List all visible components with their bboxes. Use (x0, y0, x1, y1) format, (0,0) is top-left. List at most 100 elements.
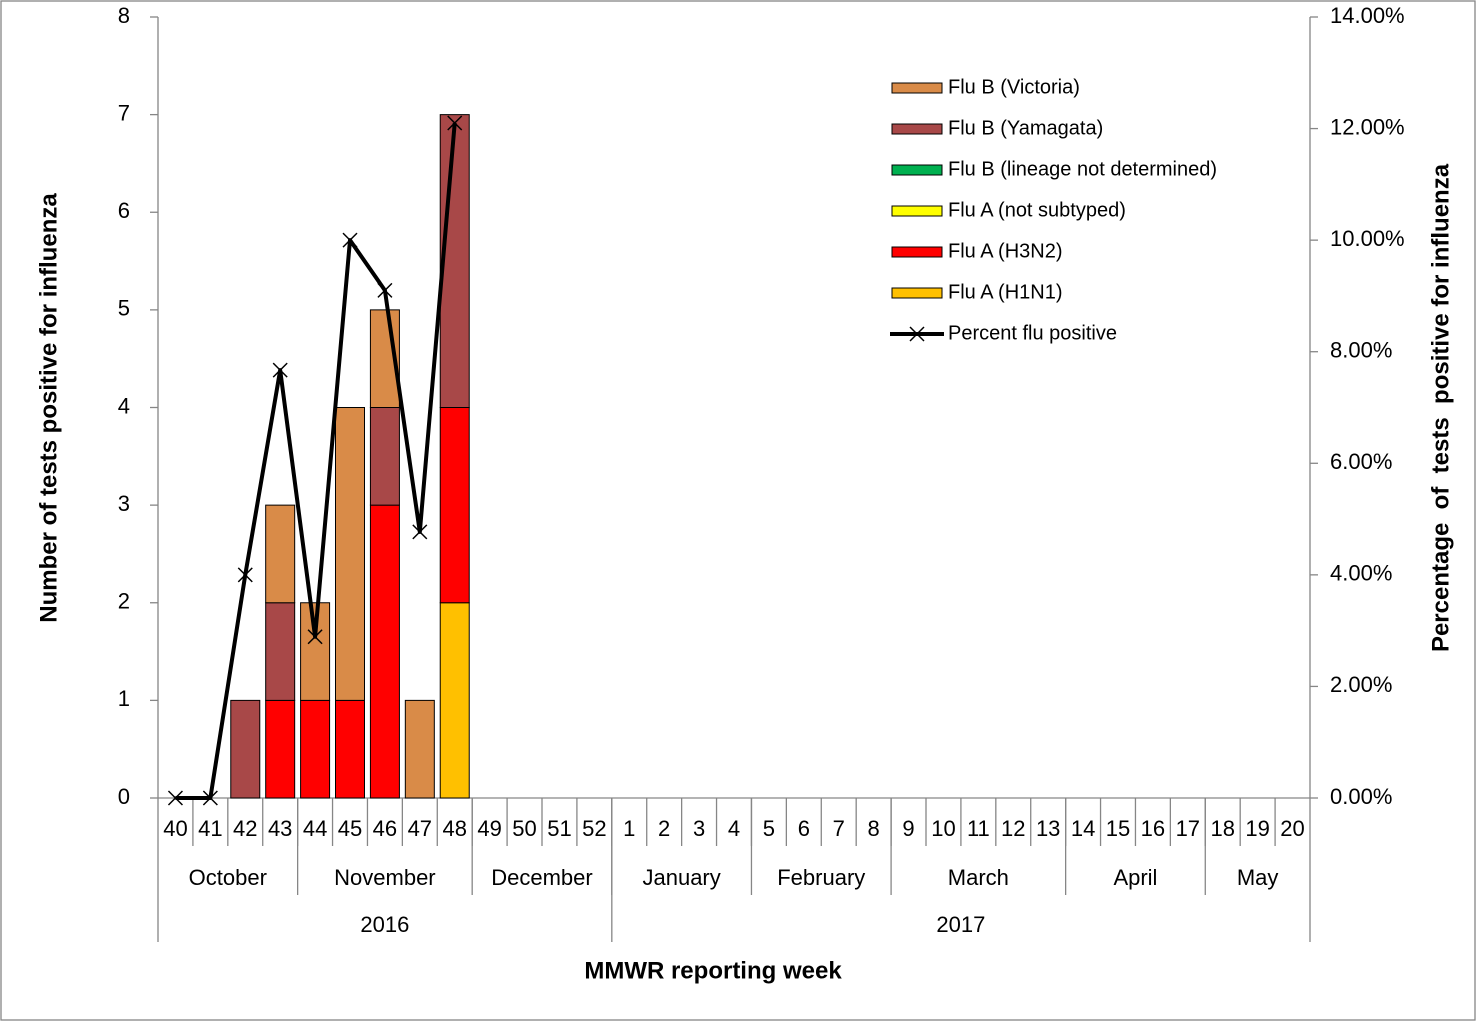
year-label: 2017 (936, 912, 985, 937)
year-label: 2016 (360, 912, 409, 937)
line-marker (342, 232, 358, 248)
month-label: March (948, 865, 1009, 890)
x-tick-label: 1 (623, 816, 635, 841)
x-tick-label: 6 (798, 816, 810, 841)
x-tick-label: 52 (582, 816, 606, 841)
bar-segment (439, 114, 470, 408)
x-tick-label: 41 (198, 816, 222, 841)
y-tick-label: 2 (118, 589, 130, 614)
y2-tick-label: 0.00% (1330, 784, 1392, 809)
legend-swatch (891, 164, 943, 176)
legend-label: Flu B (lineage not determined) (948, 158, 1217, 180)
legend-marker (909, 326, 925, 342)
x-tick-label: 43 (268, 816, 292, 841)
y2-tick-label: 14.00% (1330, 3, 1405, 28)
line-marker (412, 524, 428, 540)
y-tick-label: 4 (118, 393, 130, 418)
legend-label: Flu A (H3N2) (948, 240, 1062, 262)
y-tick-label: 5 (118, 296, 130, 321)
x-tick-label: 48 (442, 816, 466, 841)
bar-segment (404, 699, 435, 799)
bar-segment (265, 699, 296, 799)
month-label: January (642, 865, 720, 890)
bar-segment (439, 602, 470, 799)
line-marker (377, 282, 393, 298)
x-tick-label: 46 (373, 816, 397, 841)
x-tick-label: 50 (512, 816, 536, 841)
line-marker (307, 629, 323, 645)
month-label: October (189, 865, 267, 890)
x-tick-label: 47 (408, 816, 432, 841)
bar-segment (369, 407, 400, 506)
x-tick-label: 4 (728, 816, 740, 841)
month-label: November (334, 865, 435, 890)
y2-tick-label: 2.00% (1330, 672, 1392, 697)
x-tick-label: 3 (693, 816, 705, 841)
y2-tick-label: 10.00% (1330, 226, 1405, 251)
x-tick-label: 17 (1176, 816, 1200, 841)
y-tick-label: 3 (118, 491, 130, 516)
legend-swatch (891, 123, 943, 135)
y2-tick-label: 6.00% (1330, 449, 1392, 474)
bar-segment (300, 699, 331, 799)
x-tick-label: 51 (547, 816, 571, 841)
y-tick-label: 0 (118, 784, 130, 809)
legend-swatch (891, 246, 943, 258)
y-tick-label: 8 (118, 3, 130, 28)
x-tick-label: 40 (163, 816, 187, 841)
bar-segment (265, 504, 296, 604)
bar-segment (335, 699, 365, 799)
x-tick-label: 5 (763, 816, 775, 841)
bar-segment (439, 407, 470, 604)
month-label: December (491, 865, 592, 890)
x-tick-label: 2 (658, 816, 670, 841)
x-tick-label: 7 (833, 816, 845, 841)
y2-axis-label: Percentage of tests positive for influen… (1427, 163, 1454, 652)
x-tick-label: 13 (1036, 816, 1060, 841)
line-marker (237, 567, 253, 583)
legend-label: Percent flu positive (948, 322, 1117, 344)
x-axis-label: MMWR reporting week (584, 957, 842, 984)
line-marker (447, 115, 463, 131)
x-tick-label: 10 (931, 816, 955, 841)
month-label: February (777, 865, 865, 890)
y2-tick-label: 12.00% (1330, 114, 1405, 139)
line-marker (167, 790, 183, 806)
x-tick-label: 12 (1001, 816, 1025, 841)
x-tick-label: 19 (1245, 816, 1269, 841)
legend-label: Flu A (not subtyped) (948, 199, 1126, 221)
legend-label: Flu B (Victoria) (948, 76, 1080, 98)
legend-swatch (891, 205, 943, 217)
bar-segment (369, 504, 400, 799)
y-axis-label: Number of tests positive for influenza (35, 193, 62, 623)
y-tick-label: 7 (118, 100, 130, 125)
month-label: May (1237, 865, 1279, 890)
x-tick-label: 44 (303, 816, 327, 841)
x-tick-label: 9 (902, 816, 914, 841)
bar-segment (230, 699, 261, 799)
legend-swatch (891, 287, 943, 299)
line-marker (202, 790, 218, 806)
month-label: April (1113, 865, 1157, 890)
x-tick-label: 18 (1210, 816, 1234, 841)
line-marker (272, 362, 288, 378)
x-tick-label: 49 (477, 816, 501, 841)
legend-label: Flu B (Yamagata) (948, 117, 1103, 139)
y-tick-label: 1 (118, 686, 130, 711)
x-tick-label: 42 (233, 816, 257, 841)
x-tick-label: 11 (967, 816, 990, 841)
x-tick-label: 45 (338, 816, 362, 841)
x-tick-label: 14 (1071, 816, 1095, 841)
x-tick-label: 16 (1141, 816, 1165, 841)
legend-label: Flu A (H1N1) (948, 281, 1062, 303)
legend-swatch (891, 82, 943, 94)
y-tick-label: 6 (118, 198, 130, 223)
y2-tick-label: 8.00% (1330, 338, 1392, 363)
bar-segment (265, 602, 296, 701)
x-tick-label: 15 (1106, 816, 1130, 841)
x-tick-label: 8 (868, 816, 880, 841)
x-tick-label: 20 (1280, 816, 1304, 841)
bar-segment (335, 407, 365, 701)
